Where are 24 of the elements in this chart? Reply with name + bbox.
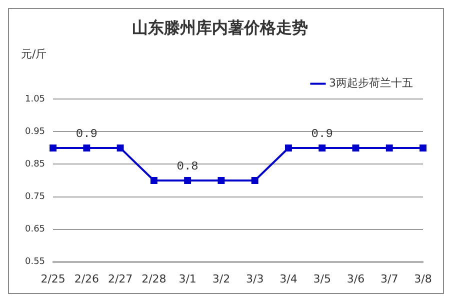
- y-tick-label: 0.85: [24, 160, 46, 170]
- x-tick-label: 2/26: [74, 272, 100, 286]
- y-tick-label: 0.75: [24, 192, 46, 202]
- x-tick-label: 2/27: [108, 272, 133, 286]
- x-tick-label: 2/25: [40, 272, 66, 286]
- x-tick-label: 3/4: [280, 272, 298, 286]
- y-tick-label: 0.55: [24, 257, 46, 268]
- x-tick-label: 3/5: [313, 272, 331, 286]
- x-tick-label: 3/8: [414, 272, 432, 286]
- y-tick-label: 1.05: [24, 94, 46, 105]
- data-label: 0.9: [76, 127, 98, 142]
- x-tick-label: 3/3: [246, 272, 264, 286]
- x-tick-label: 3/7: [380, 272, 398, 286]
- x-tick-label: 2/28: [142, 272, 166, 286]
- data-label: 0.9: [311, 127, 333, 142]
- legend-label: 3两起步荷兰十五: [329, 76, 413, 90]
- y-axis-title: 元/斤: [21, 47, 47, 60]
- data-label: 0.8: [176, 160, 198, 174]
- y-tick-label: 0.95: [24, 127, 46, 138]
- x-tick-label: 3/2: [212, 272, 230, 286]
- y-tick-label: 0.65: [24, 224, 46, 235]
- x-tick-label: 3/1: [178, 272, 196, 286]
- x-tick-label: 3/6: [346, 272, 365, 286]
- chart-title: 山东滕州库内薯价格走势: [132, 18, 308, 37]
